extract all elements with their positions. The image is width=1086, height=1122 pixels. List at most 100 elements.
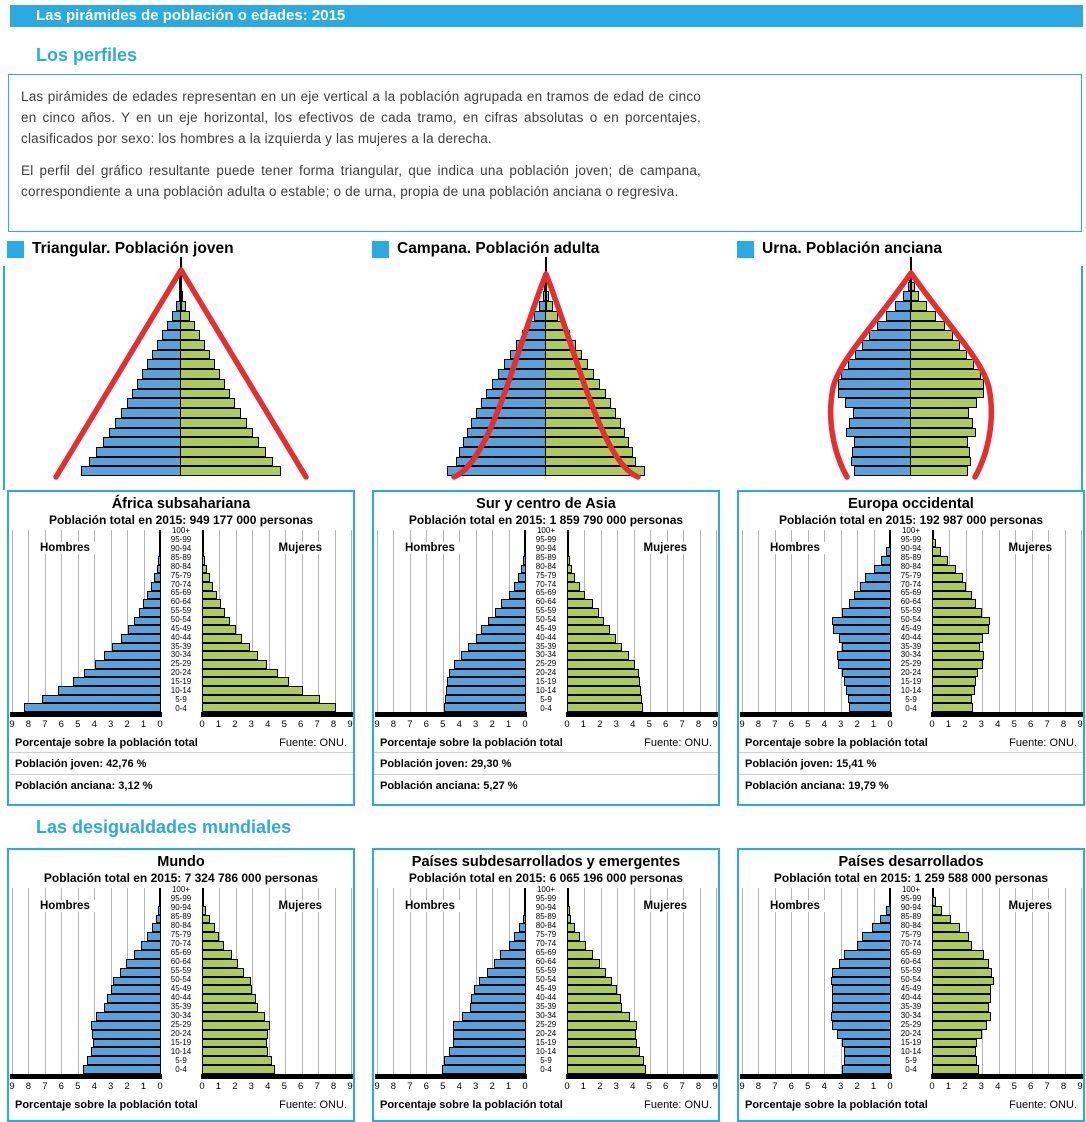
male-bar xyxy=(92,1038,160,1048)
female-bar xyxy=(203,1020,271,1030)
age-group-label: 100+ xyxy=(536,526,556,536)
gridline xyxy=(268,888,270,1074)
age-group-labels: 100+ 95-99 90-94 85-89 80-84 75-79 70-74 65-69 6… xyxy=(890,885,932,1075)
age-group-label: 95-99 xyxy=(900,893,922,903)
chart-title: Países desarrollados xyxy=(838,854,984,870)
female-bar xyxy=(203,994,256,1004)
age-group-label: 30-34 xyxy=(170,1011,192,1021)
female-bar xyxy=(568,556,570,565)
gridline xyxy=(1081,530,1082,712)
male-bar xyxy=(95,1012,160,1021)
gridline xyxy=(61,888,63,1074)
male-bar xyxy=(838,378,911,389)
axis-tick: 5 xyxy=(805,1081,811,1092)
female-bar xyxy=(181,388,230,399)
male-bar xyxy=(498,369,546,379)
axis-tick: 3 xyxy=(613,1081,619,1092)
male-bar xyxy=(843,677,890,687)
female-bar xyxy=(203,556,205,565)
male-bar xyxy=(524,896,525,906)
axis-tick: 1 xyxy=(505,1081,512,1092)
axis-tick: 6 xyxy=(423,719,429,730)
gridline xyxy=(252,888,254,1074)
chart-subtitle: Población total en 2015: 949 177 000 per… xyxy=(48,513,314,527)
female-bar xyxy=(546,349,582,360)
age-group-label: 45-49 xyxy=(900,623,922,633)
age-group-label: 90-94 xyxy=(535,544,557,554)
age-group-label: 45-49 xyxy=(535,984,557,994)
x-axis-label: Porcentaje sobre la población total xyxy=(15,1099,198,1111)
age-group-label: 60-64 xyxy=(535,956,557,966)
axis-tick: 1 xyxy=(580,1081,587,1092)
axis-tick: 2 xyxy=(232,1081,238,1092)
female-bar xyxy=(203,573,210,583)
young-population-stat: Población joven: 15,41 % xyxy=(739,752,1083,774)
age-group-label: 70-74 xyxy=(170,579,192,589)
female-bar xyxy=(568,564,573,574)
axis-tick: 7 xyxy=(772,1081,778,1092)
age-group-label: 100+ xyxy=(171,884,191,894)
male-bar xyxy=(126,958,160,968)
intro-text-box: Las pirámides de edades representan en u… xyxy=(8,74,1082,232)
male-bar xyxy=(152,349,181,360)
male-bar xyxy=(159,530,160,539)
female-bar xyxy=(203,941,225,951)
age-group-label: 5-9 xyxy=(540,1056,552,1066)
age-group-labels: 100+ 95-99 90-94 85-89 80-84 75-79 70-74 65-69 6… xyxy=(160,885,202,1075)
age-group-label: 35-39 xyxy=(535,1002,557,1012)
axis-tick: 0 xyxy=(157,1081,163,1092)
gridline xyxy=(12,530,13,712)
age-group-label: 75-79 xyxy=(170,929,192,939)
female-bar xyxy=(568,703,643,713)
male-bar xyxy=(113,976,160,986)
men-label: Hombres xyxy=(33,542,97,554)
male-bar xyxy=(103,437,181,447)
center-axis-line xyxy=(180,257,182,312)
female-bar xyxy=(181,398,235,409)
chart-title: Sur y centro de Asia xyxy=(476,496,616,512)
female-bar xyxy=(933,1003,989,1013)
axis-tick: 9 xyxy=(347,719,353,730)
chart-title: Países subdesarrollados y emergentes xyxy=(411,854,681,870)
age-group-label: 85-89 xyxy=(900,553,922,562)
male-bar xyxy=(508,941,525,951)
female-bar xyxy=(911,330,953,341)
men-label: Hombres xyxy=(33,900,97,912)
age-group-label: 10-14 xyxy=(170,685,192,695)
female-bar xyxy=(933,932,970,942)
axis-tick: 0 xyxy=(522,1081,528,1092)
age-group-label: 65-69 xyxy=(170,588,192,598)
female-bar xyxy=(911,456,971,467)
male-bar xyxy=(104,651,160,661)
example-heading: Urna. Población anciana xyxy=(762,240,943,257)
axis-tick: 8 xyxy=(1060,1081,1067,1092)
age-group-labels: 100+ 95-99 90-94 85-89 80-84 75-79 70-74 65-69 6… xyxy=(160,527,202,713)
female-bar xyxy=(203,616,231,626)
age-group-label: 95-99 xyxy=(535,893,557,903)
male-bar xyxy=(885,905,890,915)
male-bar xyxy=(476,408,546,418)
male-bar xyxy=(524,530,525,539)
male-bar xyxy=(832,616,890,626)
age-group-label: 90-94 xyxy=(535,902,557,912)
age-group-label: 75-79 xyxy=(900,570,922,580)
male-bar xyxy=(461,1012,525,1021)
axis-tick: 2 xyxy=(124,1081,130,1092)
axis-tick: 9 xyxy=(9,719,15,730)
female-bar xyxy=(568,1012,630,1021)
axis-tick: 8 xyxy=(755,1081,762,1092)
age-group-label: 50-54 xyxy=(900,974,922,984)
female-bar xyxy=(203,976,251,986)
axis-tick: 0 xyxy=(564,719,570,730)
chart-panel-africa-subsahariana: África subsahariana Población total en 2… xyxy=(7,490,355,806)
male-bar xyxy=(127,625,160,635)
female-bar xyxy=(203,668,278,678)
male-bar xyxy=(857,941,890,951)
male-bar xyxy=(156,564,160,574)
population-pyramid-chart: 100+ 95-99 90-94 85-89 80-84 75-79 70-74 65-69 6… xyxy=(739,885,1083,1095)
axis-tick: 3 xyxy=(613,719,619,730)
female-bar xyxy=(203,967,245,977)
axis-tick: 7 xyxy=(679,719,685,730)
